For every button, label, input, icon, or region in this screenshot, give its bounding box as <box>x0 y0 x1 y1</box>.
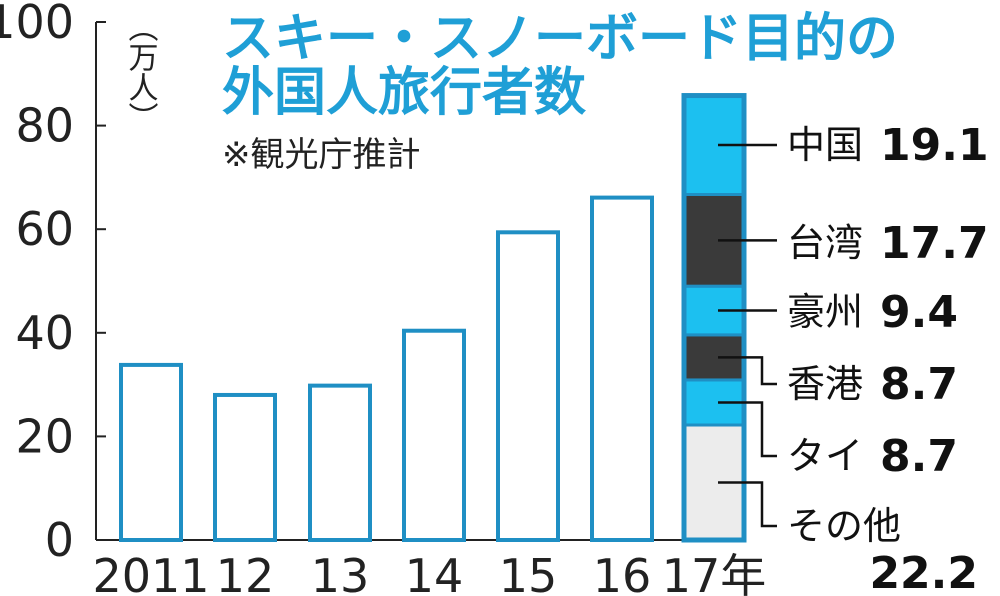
y-tick-label: 60 <box>15 202 74 256</box>
bar-14 <box>402 328 466 542</box>
segment-value: 19.1 <box>880 120 989 171</box>
x-tick-label: 12 <box>216 549 275 596</box>
bar-2011 <box>119 362 183 542</box>
bar-13 <box>308 383 372 542</box>
y-tick-label: 40 <box>15 306 74 360</box>
x-tick-label: 16 <box>593 549 652 596</box>
x-tick-label: 13 <box>311 549 370 596</box>
y-tick-label: 80 <box>15 99 74 153</box>
segment-label: その他 <box>787 504 901 548</box>
segment-label: 中国 <box>787 123 863 167</box>
axis-layer: 0 20 40 60 80 100 2011 12 13 14 15 16 17年 <box>0 0 766 596</box>
bar-12 <box>213 392 277 542</box>
segment-label: 豪州 <box>787 290 863 334</box>
source-note: ※観光庁推計 <box>222 135 421 175</box>
x-tick-label: 17年 <box>662 549 767 596</box>
segment-label: 香港 <box>787 362 863 406</box>
callout-line <box>718 481 777 528</box>
chart-title-line-2: 外国人旅行者数 <box>222 63 586 123</box>
segment-value: 8.7 <box>880 359 958 410</box>
bar-16 <box>590 195 654 543</box>
segment-value: 17.7 <box>880 218 989 269</box>
x-tick-label: 14 <box>405 549 464 596</box>
bar-15 <box>496 230 560 542</box>
segment-value: 8.7 <box>880 431 958 482</box>
stacked-bar-17 <box>681 93 747 543</box>
x-tick-label: 2011 <box>92 549 209 596</box>
y-tick-label: 100 <box>0 0 74 49</box>
stack-outline <box>681 93 747 543</box>
bars-layer <box>119 195 654 543</box>
y-tick-label: 0 <box>45 513 74 567</box>
segment-value: 22.2 <box>869 548 978 596</box>
segment-value: 9.4 <box>880 287 958 338</box>
segment-label: 台湾 <box>787 221 863 265</box>
callout-line <box>718 356 777 386</box>
callout-line <box>718 401 777 458</box>
chart-title-line-1: スキー・スノーボード目的の <box>222 9 898 69</box>
x-tick-label: 15 <box>499 549 558 596</box>
y-tick-label: 20 <box>15 409 74 463</box>
segment-label: タイ <box>787 434 863 478</box>
unit-label: （万人） <box>123 12 159 132</box>
